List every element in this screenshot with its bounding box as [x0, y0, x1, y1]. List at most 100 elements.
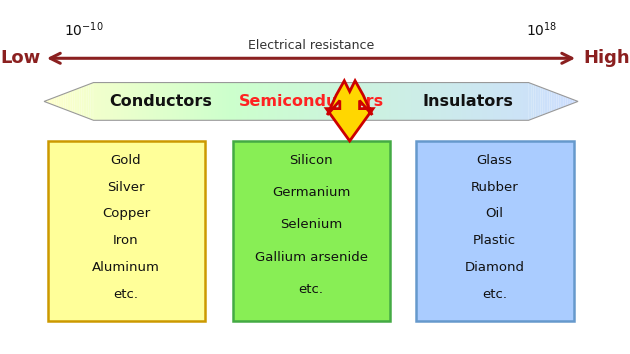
Polygon shape — [158, 82, 160, 120]
Text: Copper: Copper — [102, 207, 150, 221]
Polygon shape — [555, 93, 557, 110]
Text: Plastic: Plastic — [473, 234, 516, 247]
Polygon shape — [240, 82, 242, 120]
Polygon shape — [139, 82, 140, 120]
Polygon shape — [49, 99, 51, 104]
Polygon shape — [528, 82, 530, 120]
Polygon shape — [297, 82, 299, 120]
Polygon shape — [450, 82, 452, 120]
Polygon shape — [152, 82, 154, 120]
Polygon shape — [333, 82, 334, 120]
Polygon shape — [516, 82, 517, 120]
Polygon shape — [185, 82, 186, 120]
Polygon shape — [122, 82, 124, 120]
Polygon shape — [140, 82, 142, 120]
Polygon shape — [57, 96, 59, 107]
Polygon shape — [272, 82, 273, 120]
Polygon shape — [51, 98, 53, 105]
Polygon shape — [245, 82, 247, 120]
Polygon shape — [359, 82, 361, 120]
Polygon shape — [135, 82, 137, 120]
Polygon shape — [455, 82, 457, 120]
Polygon shape — [108, 82, 110, 120]
Polygon shape — [537, 86, 539, 117]
Polygon shape — [131, 82, 133, 120]
Polygon shape — [234, 82, 236, 120]
Polygon shape — [428, 82, 430, 120]
Text: Silicon: Silicon — [289, 154, 333, 167]
Polygon shape — [176, 82, 178, 120]
Polygon shape — [304, 82, 306, 120]
FancyBboxPatch shape — [416, 141, 573, 321]
Polygon shape — [336, 82, 338, 120]
Polygon shape — [163, 82, 165, 120]
Polygon shape — [566, 97, 568, 106]
Polygon shape — [236, 82, 238, 120]
Polygon shape — [366, 82, 368, 120]
Polygon shape — [149, 82, 151, 120]
Polygon shape — [501, 82, 503, 120]
Polygon shape — [79, 87, 81, 116]
Polygon shape — [81, 86, 83, 116]
Polygon shape — [421, 82, 423, 120]
Polygon shape — [284, 82, 286, 120]
Polygon shape — [346, 82, 348, 120]
Polygon shape — [243, 82, 245, 120]
Text: Glass: Glass — [476, 154, 512, 167]
Polygon shape — [478, 82, 480, 120]
Polygon shape — [92, 82, 94, 120]
Polygon shape — [507, 82, 508, 120]
Polygon shape — [85, 85, 87, 118]
Polygon shape — [411, 82, 413, 120]
Polygon shape — [382, 82, 384, 120]
Polygon shape — [430, 82, 432, 120]
Polygon shape — [59, 95, 60, 108]
Polygon shape — [496, 82, 498, 120]
Polygon shape — [265, 82, 266, 120]
Polygon shape — [112, 82, 113, 120]
Polygon shape — [302, 82, 304, 120]
Polygon shape — [320, 82, 322, 120]
Polygon shape — [415, 82, 416, 120]
Polygon shape — [432, 82, 434, 120]
Polygon shape — [484, 82, 486, 120]
Polygon shape — [275, 82, 277, 120]
Polygon shape — [532, 84, 534, 119]
Polygon shape — [266, 82, 268, 120]
Polygon shape — [46, 100, 48, 103]
Polygon shape — [573, 99, 575, 103]
Polygon shape — [361, 82, 363, 120]
Polygon shape — [195, 82, 197, 120]
Polygon shape — [213, 82, 215, 120]
Polygon shape — [268, 82, 270, 120]
Polygon shape — [439, 82, 441, 120]
Polygon shape — [341, 82, 343, 120]
Text: Silver: Silver — [107, 181, 145, 194]
Polygon shape — [283, 82, 284, 120]
Polygon shape — [407, 82, 409, 120]
Polygon shape — [154, 82, 156, 120]
Polygon shape — [384, 82, 386, 120]
Polygon shape — [301, 82, 302, 120]
Polygon shape — [434, 82, 435, 120]
Polygon shape — [427, 82, 428, 120]
Polygon shape — [354, 82, 355, 120]
Polygon shape — [146, 82, 147, 120]
Text: Aluminum: Aluminum — [92, 261, 160, 274]
Polygon shape — [379, 82, 381, 120]
Polygon shape — [74, 89, 76, 114]
Polygon shape — [326, 81, 373, 141]
Polygon shape — [273, 82, 275, 120]
Polygon shape — [313, 82, 314, 120]
Polygon shape — [558, 94, 560, 109]
Polygon shape — [475, 82, 476, 120]
Polygon shape — [355, 82, 357, 120]
Polygon shape — [201, 82, 202, 120]
Polygon shape — [44, 101, 46, 102]
Polygon shape — [188, 82, 190, 120]
Polygon shape — [165, 82, 167, 120]
Polygon shape — [76, 88, 78, 114]
Polygon shape — [103, 82, 105, 120]
Polygon shape — [560, 95, 562, 108]
Polygon shape — [448, 82, 450, 120]
